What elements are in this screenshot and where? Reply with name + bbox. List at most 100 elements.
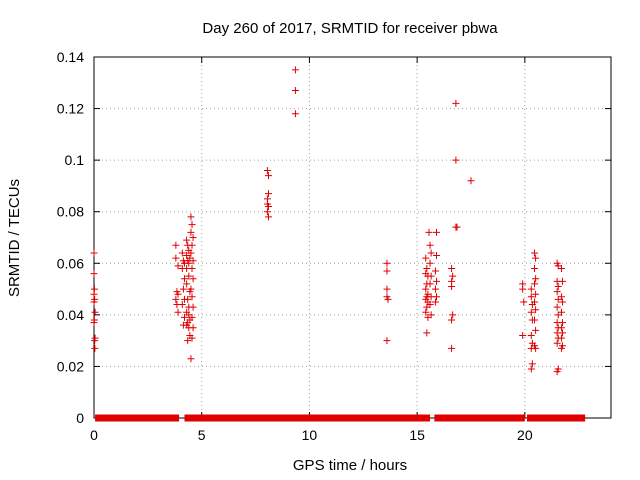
data-point — [559, 319, 567, 327]
data-point — [90, 298, 98, 306]
data-point — [527, 308, 535, 316]
data-point — [183, 236, 191, 244]
grid-lines — [94, 57, 611, 418]
data-point — [264, 172, 272, 180]
data-point — [553, 339, 561, 347]
data-point — [433, 228, 441, 236]
y-tick-label: 0.12 — [57, 101, 84, 117]
data-point — [557, 308, 565, 316]
data-point — [178, 301, 186, 309]
data-point — [90, 290, 98, 298]
data-point — [431, 267, 439, 275]
data-point — [383, 267, 391, 275]
data-point — [433, 252, 441, 260]
data-point — [383, 259, 391, 267]
data-point — [532, 344, 540, 352]
data-point — [90, 270, 98, 278]
data-point — [172, 295, 180, 303]
data-point — [183, 280, 191, 288]
data-point — [90, 249, 98, 257]
data-point — [264, 190, 272, 198]
data-point — [527, 365, 535, 373]
data-point — [383, 285, 391, 293]
data-point — [184, 295, 192, 303]
data-point — [532, 306, 540, 314]
x-axis-label: GPS time / hours — [293, 457, 407, 474]
data-point — [427, 311, 435, 319]
data-point — [559, 329, 567, 337]
data-point — [174, 308, 182, 316]
data-point — [188, 334, 196, 342]
data-point — [557, 293, 565, 301]
data-point — [422, 308, 430, 316]
y-axis-label: SRMTID / TECUs — [6, 179, 23, 297]
data-point — [531, 264, 539, 272]
data-point — [187, 355, 195, 363]
data-point — [531, 316, 539, 324]
data-point — [188, 221, 196, 229]
data-point — [422, 285, 430, 293]
data-point — [448, 316, 456, 324]
data-point — [452, 156, 460, 164]
data-point — [423, 329, 431, 337]
data-point — [91, 308, 99, 316]
data-point — [452, 99, 460, 107]
data-point — [172, 241, 180, 249]
data-point — [559, 277, 567, 285]
data-point — [263, 166, 271, 174]
y-tick-label: 0.02 — [57, 358, 84, 374]
data-point — [553, 288, 561, 296]
data-point — [528, 360, 536, 368]
data-point — [519, 285, 527, 293]
data-point — [554, 282, 562, 290]
data-point — [185, 259, 193, 267]
data-point — [425, 228, 433, 236]
data-point — [531, 249, 539, 257]
x-tick-label: 10 — [302, 427, 318, 443]
data-point — [553, 368, 561, 376]
data-point — [189, 257, 197, 265]
data-point — [187, 228, 195, 236]
data-point — [174, 262, 182, 270]
data-point — [426, 301, 434, 309]
data-point — [264, 203, 272, 211]
data-point — [423, 264, 431, 272]
data-point — [264, 213, 272, 221]
data-point — [431, 298, 439, 306]
data-point — [557, 264, 565, 272]
data-point — [188, 264, 196, 272]
data-point — [557, 344, 565, 352]
data-point — [467, 177, 475, 185]
data-point — [527, 285, 535, 293]
data-point — [453, 223, 461, 231]
data-point — [90, 319, 98, 327]
x-tick-label: 20 — [517, 427, 533, 443]
data-point — [174, 290, 182, 298]
data-point — [180, 275, 188, 283]
data-point — [189, 303, 197, 311]
data-point — [448, 264, 456, 272]
data-point — [557, 324, 565, 332]
data-point — [532, 290, 540, 298]
data-point — [531, 298, 539, 306]
data-point — [187, 285, 195, 293]
data-point — [557, 334, 565, 342]
data-point — [527, 293, 535, 301]
data-point — [184, 337, 192, 345]
data-point — [449, 272, 457, 280]
data-point — [433, 293, 441, 301]
data-point — [448, 344, 456, 352]
data-point — [187, 249, 195, 257]
data-point — [422, 254, 430, 262]
data-point — [291, 66, 299, 74]
data-points — [90, 66, 567, 376]
data-point — [427, 272, 435, 280]
data-point — [187, 213, 195, 221]
data-point — [532, 254, 540, 262]
data-point — [91, 337, 99, 345]
data-point — [532, 326, 540, 334]
data-point — [449, 311, 457, 319]
data-point — [189, 275, 197, 283]
